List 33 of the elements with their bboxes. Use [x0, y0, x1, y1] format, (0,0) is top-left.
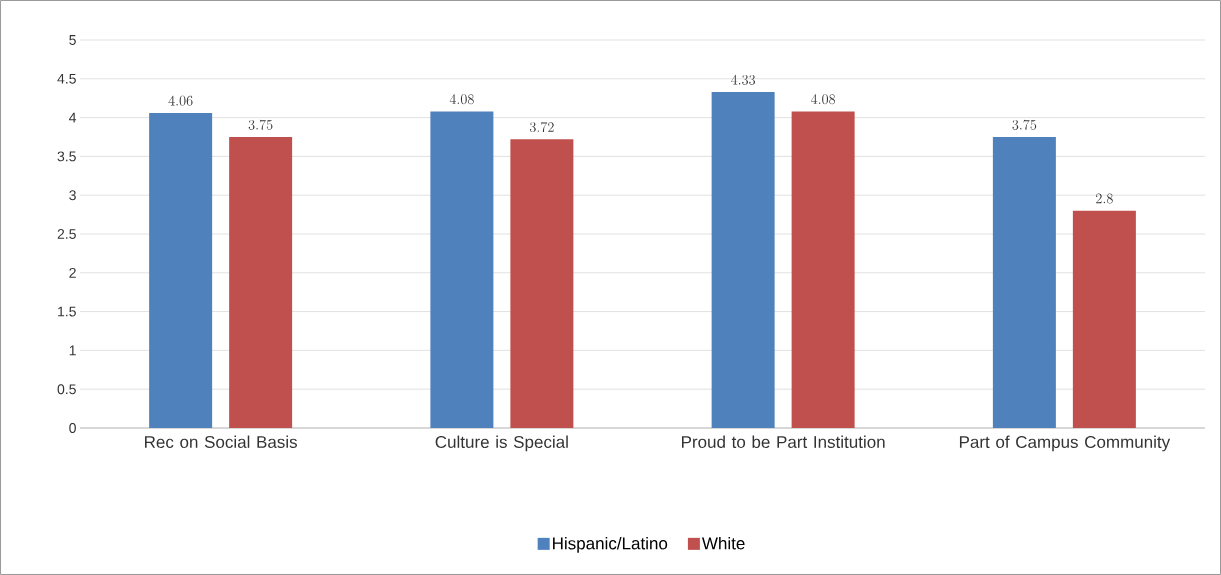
data-label: 4.08: [449, 94, 474, 105]
bar: [711, 91, 775, 428]
data-label: 3.75: [248, 119, 273, 130]
x-tick-label: Rec on Social Basis: [145, 435, 297, 449]
y-tick-label: 2: [69, 267, 76, 278]
data-label: 4.33: [730, 74, 756, 85]
data-label: 2.8: [1096, 193, 1113, 204]
bar: [229, 137, 293, 428]
y-tick-label: 1: [69, 345, 76, 356]
y-tick-label: 3: [69, 190, 76, 201]
y-tick-label: 0.5: [57, 384, 76, 395]
x-tick-label: Culture is Special: [435, 435, 568, 452]
y-tick-label: 4.5: [57, 73, 76, 84]
y-tick-label: 0: [69, 423, 76, 433]
y-tick-label: 4: [69, 112, 77, 123]
bar: [510, 139, 574, 428]
data-label: 4.06: [168, 95, 193, 106]
bar: [992, 137, 1056, 428]
legend-label: Hispanic/Latino: [553, 536, 668, 553]
data-label: 3.75: [1012, 119, 1037, 130]
y-tick-label: 5: [69, 35, 76, 45]
y-tick-label: 2.5: [57, 229, 76, 239]
data-label: 4.08: [810, 94, 836, 105]
x-tick-label: Proud to be Part Institution: [682, 435, 885, 449]
x-tick-label: Part of Campus Community: [959, 435, 1171, 452]
bar: [1072, 210, 1136, 428]
y-tick-label: 3.5: [57, 151, 76, 162]
bar: [149, 112, 213, 428]
bar: [791, 111, 855, 428]
bar: [430, 111, 494, 428]
y-tick-label: 1.5: [58, 306, 76, 317]
data-label: 3.72: [529, 122, 554, 133]
legend-label: White: [701, 536, 745, 550]
